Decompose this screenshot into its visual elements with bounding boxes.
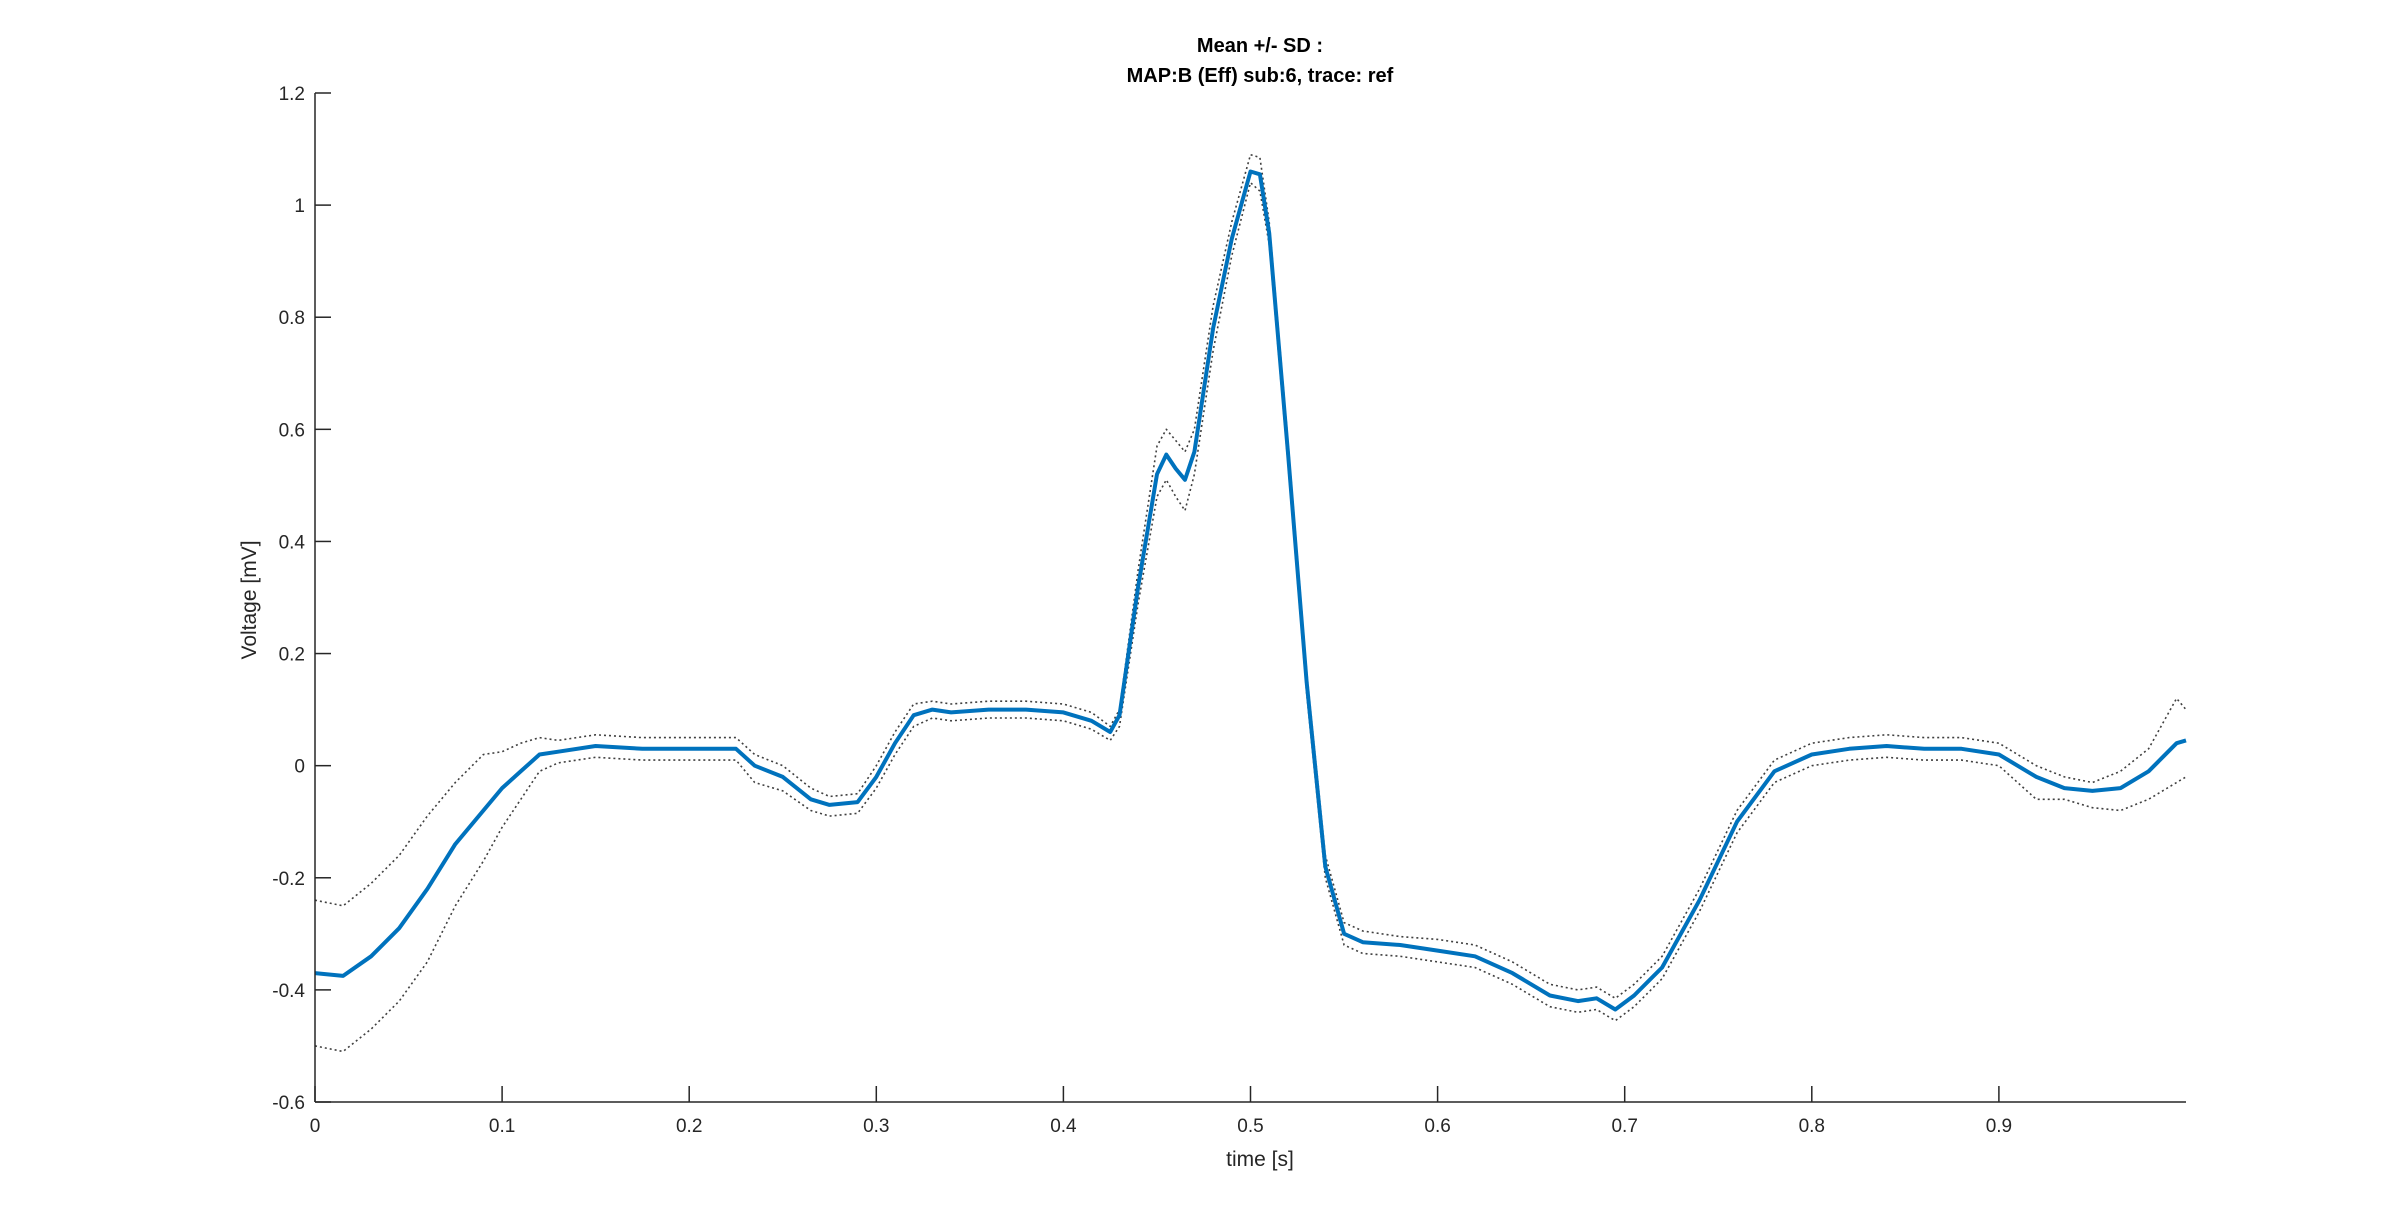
x-tick-label: 0.8: [1799, 1116, 1825, 1137]
chart-title: Mean +/- SD :: [1197, 35, 1323, 57]
y-tick-label: 0.4: [279, 532, 306, 553]
x-tick-label: 0.2: [676, 1116, 702, 1137]
y-tick-label: 0.8: [279, 308, 305, 329]
y-tick-label: -0.2: [272, 869, 305, 890]
series-layer: [314, 153, 2187, 1053]
chart-subtitle: MAP:B (Eff) sub:6, trace: ref: [1127, 65, 1394, 87]
y-tick-label: 0: [294, 757, 305, 778]
x-tick-label: 0.5: [1237, 1116, 1263, 1137]
x-tick-label: 0.3: [863, 1116, 889, 1137]
x-tick-label: 0.6: [1424, 1116, 1450, 1137]
x-tick-label: 0.7: [1611, 1116, 1637, 1137]
x-tick-label: 0.4: [1050, 1116, 1077, 1137]
x-tick-label: 0: [310, 1116, 321, 1137]
y-tick-label: 1.2: [279, 84, 305, 105]
y-tick-label: -0.6: [272, 1093, 305, 1114]
y-tick-label: 0.2: [279, 645, 305, 666]
y-tick-label: 0.6: [279, 420, 305, 441]
ticks: 0 0.1 0.2 0.3 0.4 0.5 0.6 0.7 0.8 0.9 -0.6 -0.4 -0.2…: [272, 84, 2012, 1137]
y-tick-label: 1: [294, 196, 305, 217]
x-tick-label: 0.9: [1986, 1116, 2012, 1137]
y-tick-label: -0.4: [272, 981, 305, 1002]
axes: [314, 93, 2186, 1103]
y-axis-label: Voltage [mV]: [238, 540, 261, 659]
x-axis-label: time [s]: [1226, 1148, 1294, 1171]
lower-sd-line: [314, 181, 2187, 1053]
x-tick-label: 0.1: [489, 1116, 515, 1137]
mean-line: [314, 169, 2187, 1012]
upper-sd-line: [314, 153, 2187, 1000]
